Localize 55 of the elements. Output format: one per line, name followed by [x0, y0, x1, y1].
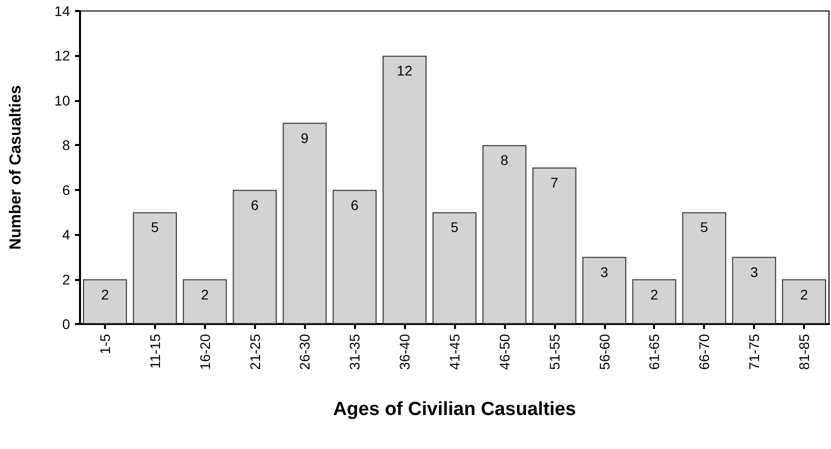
x-tick-label: 71-75 [746, 334, 762, 370]
data-label: 2 [650, 286, 658, 302]
x-tick-label: 1-5 [96, 334, 113, 354]
data-label: 7 [550, 174, 558, 190]
y-tick-label: 2 [62, 271, 70, 288]
x-tick-label: 21-25 [246, 334, 263, 370]
x-axis-title: Ages of Civilian Casualties [333, 399, 576, 420]
bar [582, 256, 626, 324]
y-tick-label: 0 [62, 316, 70, 332]
x-tick-label: 36-40 [396, 334, 413, 370]
x-tick-label: 31-35 [346, 334, 363, 370]
bar [482, 145, 526, 324]
y-tick-label: 12 [54, 48, 70, 64]
data-label: 9 [300, 130, 309, 146]
data-label: 6 [350, 196, 359, 213]
data-label: 5 [151, 219, 159, 236]
bar [682, 212, 726, 324]
data-label: 5 [700, 219, 708, 236]
y-tick-label: 14 [54, 3, 70, 19]
data-label: 3 [600, 264, 608, 280]
y-axis-title: Number of Casualties [8, 85, 24, 250]
data-label: 8 [500, 152, 509, 168]
x-tick-label: 81-85 [796, 334, 812, 370]
x-tick-label: 56-60 [596, 334, 612, 370]
data-label: 3 [750, 264, 758, 280]
data-label: 5 [450, 219, 459, 236]
x-tick-label: 16-20 [196, 334, 213, 370]
x-tick-label: 41-45 [446, 334, 462, 370]
bar [732, 256, 776, 324]
bar [82, 279, 127, 324]
x-tick-label: 11-15 [146, 334, 163, 369]
x-tick-label: 66-70 [696, 334, 712, 370]
y-tick-label: 6 [62, 182, 70, 198]
y-tick-label: 8 [62, 137, 70, 154]
x-tick-label: 46-50 [496, 334, 512, 370]
y-tick-label: 10 [54, 92, 70, 108]
bar [132, 212, 177, 324]
bar [332, 190, 377, 324]
x-tick-label: 61-65 [646, 334, 662, 370]
data-label: 6 [250, 196, 259, 213]
x-tick-label: 51-55 [546, 334, 562, 370]
data-label: 12 [396, 62, 413, 79]
y-tick-label: 4 [62, 226, 70, 243]
data-label: 2 [800, 286, 808, 302]
bar [382, 56, 427, 324]
bar [232, 190, 277, 324]
bar [632, 279, 676, 324]
bar [282, 122, 327, 324]
bar [782, 279, 826, 324]
data-label: 2 [200, 286, 209, 302]
bar [532, 168, 576, 324]
bar [182, 279, 227, 324]
x-tick-label: 26-30 [296, 334, 313, 370]
bar [432, 212, 476, 324]
data-label: 2 [101, 286, 110, 302]
